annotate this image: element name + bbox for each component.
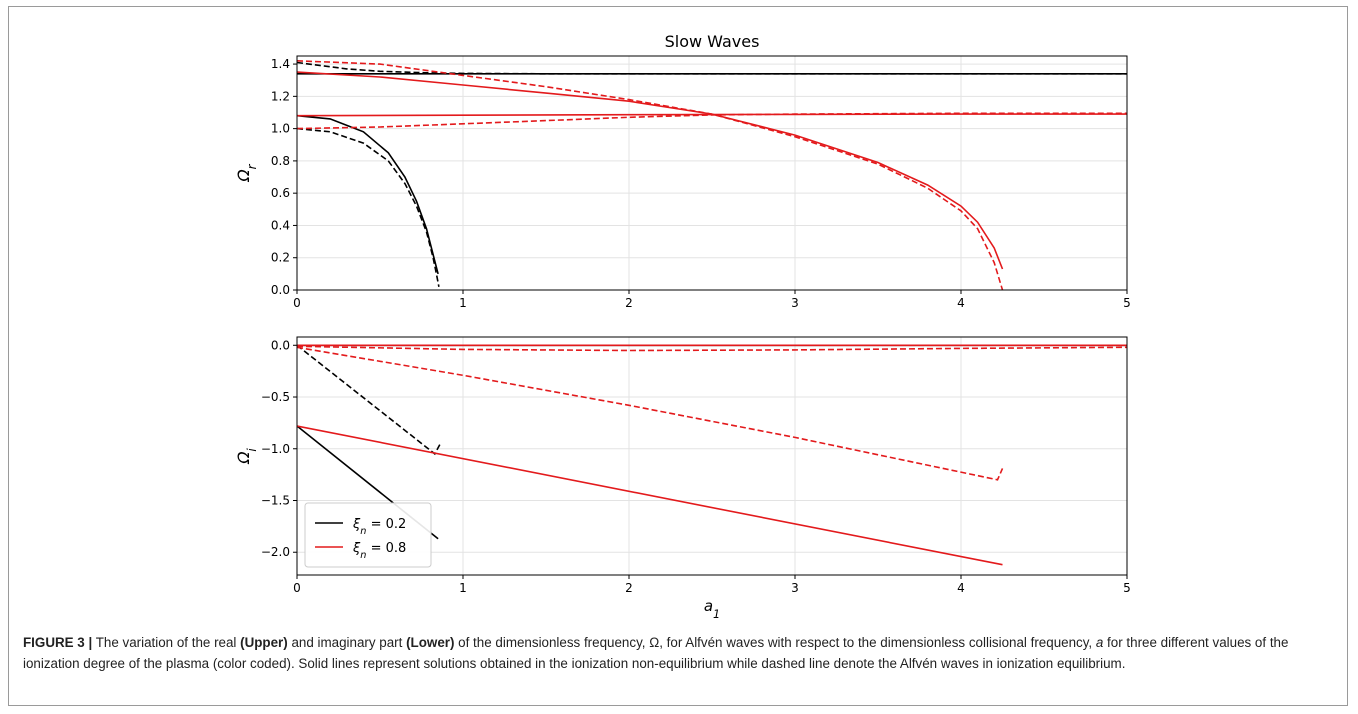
series-line [297,127,440,287]
y-tick-label: 0.0 [271,283,290,297]
caption-upper: (Upper) [240,635,288,650]
series-line [297,112,1127,130]
x-tick-label: 2 [625,296,633,310]
x-tick-label: 0 [293,581,301,595]
series-line [297,114,439,275]
caption-lower: (Lower) [406,635,455,650]
y-tick-label: 1.2 [271,89,290,103]
y-tick-label: 0.8 [271,154,290,168]
caption-text-2: and imaginary part [287,635,407,650]
series-line [297,71,1004,270]
y-tick-label: 0.4 [271,218,290,232]
caption-symbol-a: a [1095,635,1104,650]
caption-label: FIGURE 3 | [23,635,93,650]
series-line [297,425,1003,566]
y-axis-label: Ωr [234,163,259,182]
x-tick-label: 4 [957,296,965,310]
legend-label: ξn = 0.8 [352,541,406,561]
series-line [297,346,1004,481]
figure-canvas: 0 1 2 3 4 5 0.0 0.2 0.4 0.6 0.8 1.0 1.2 1.4 Slow Waves… [234,32,1131,621]
y-tick-label: 1.4 [271,57,290,71]
x-tick-label: 5 [1123,581,1131,595]
chart-title: Slow Waves [665,32,760,51]
y-tick-label: 1.0 [271,122,290,136]
y-tick-label: 0.2 [271,251,290,265]
x-tick-label: 1 [459,296,467,310]
x-tick-label: 2 [625,581,633,595]
legend-label: ξn = 0.2 [352,517,406,537]
x-tick-label: 3 [791,581,799,595]
legend: ξn = 0.2 ξn = 0.8 [304,502,432,568]
caption-text-1: The variation of the real [92,635,241,650]
x-tick-label: 1 [459,581,467,595]
series-line [297,344,441,456]
y-tick-label: −0.5 [261,390,290,404]
caption-text-3: of the dimensionless frequency, Ω, for A… [454,635,1096,650]
series-line [297,61,1127,75]
figure-caption: FIGURE 3 | The variation of the real (Up… [23,632,1343,674]
x-tick-label: 3 [791,296,799,310]
y-tick-label: 0.6 [271,186,290,200]
figure-frame: 0 1 2 3 4 5 0.0 0.2 0.4 0.6 0.8 1.0 1.2 1.4 Slow Waves… [8,6,1348,706]
plot-frame [296,336,1128,576]
legend-box [304,502,432,568]
caption-text-4: for three different values of the ioniza… [23,635,1289,671]
chart-panel-upper: 0 1 2 3 4 5 0.0 0.2 0.4 0.6 0.8 1.0 1.2 1.4 Slow Waves… [234,32,1131,310]
series-line [297,345,1127,352]
plot-frame [296,55,1128,291]
y-tick-label: −1.0 [261,442,290,456]
x-tick-label: 4 [957,581,965,595]
series-line [297,60,1004,290]
y-tick-label: −1.5 [261,493,290,507]
y-tick-label: 0.0 [271,338,290,352]
y-tick-label: −2.0 [261,545,290,559]
x-tick-label: 0 [293,296,301,310]
y-axis-label: Ωi [234,448,259,465]
x-tick-label: 5 [1123,296,1131,310]
x-axis-label: a1 [704,597,720,621]
